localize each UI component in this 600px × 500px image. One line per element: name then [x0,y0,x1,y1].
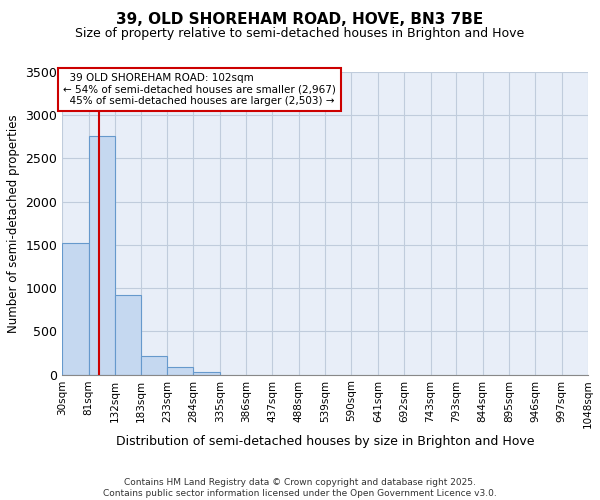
Text: 39 OLD SHOREHAM ROAD: 102sqm
← 54% of semi-detached houses are smaller (2,967)
 : 39 OLD SHOREHAM ROAD: 102sqm ← 54% of se… [63,73,336,106]
Text: Size of property relative to semi-detached houses in Brighton and Hove: Size of property relative to semi-detach… [76,28,524,40]
X-axis label: Distribution of semi-detached houses by size in Brighton and Hove: Distribution of semi-detached houses by … [116,435,535,448]
Bar [193,372,220,374]
Text: 39, OLD SHOREHAM ROAD, HOVE, BN3 7BE: 39, OLD SHOREHAM ROAD, HOVE, BN3 7BE [116,12,484,28]
Y-axis label: Number of semi-detached properties: Number of semi-detached properties [7,114,20,332]
Bar [89,136,115,374]
Text: Contains HM Land Registry data © Crown copyright and database right 2025.
Contai: Contains HM Land Registry data © Crown c… [103,478,497,498]
Bar [62,243,89,374]
Bar [141,356,167,374]
Bar [115,295,141,374]
Bar [167,368,193,374]
